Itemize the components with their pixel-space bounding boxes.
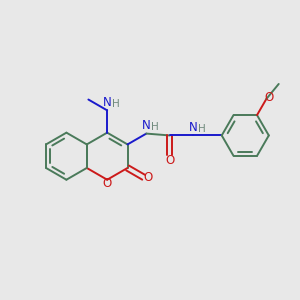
- Text: N: N: [103, 96, 112, 109]
- Text: O: O: [144, 171, 153, 184]
- Text: O: O: [265, 92, 274, 104]
- Text: H: H: [198, 124, 206, 134]
- Text: N: N: [142, 119, 151, 132]
- Text: O: O: [165, 154, 175, 167]
- Text: H: H: [151, 122, 159, 132]
- Text: H: H: [112, 99, 120, 109]
- Text: O: O: [103, 177, 112, 190]
- Text: N: N: [189, 121, 198, 134]
